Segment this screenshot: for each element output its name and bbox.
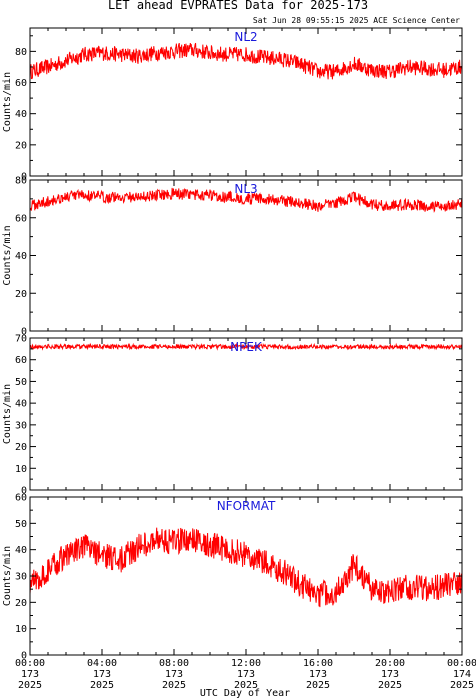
panel-nformat: 0 10 20 30 40 50 60 Counts/min NFORMAT [2, 493, 463, 662]
x-tick-time: 20:00 [375, 658, 405, 669]
y-tick-label: 40 [15, 545, 27, 556]
y-tick-label: 70 [15, 334, 27, 345]
y-tick-label: 60 [15, 493, 27, 504]
series-line-npek [30, 342, 462, 351]
x-tick-time: 00:00 [15, 658, 45, 669]
y-tick-label: 30 [15, 572, 27, 583]
panel-npek: 0 10 20 30 40 50 60 70 Counts/min NPEK [2, 334, 463, 497]
y-tick-label: 60 [15, 213, 27, 224]
panel-label: NFORMAT [217, 499, 276, 513]
panel-label: NL3 [234, 182, 257, 196]
x-tick-year: 2025 [234, 680, 258, 691]
x-tick-time: 16:00 [303, 658, 333, 669]
x-tick-year: 2025 [162, 680, 186, 691]
x-tick-day: 174 [453, 669, 471, 680]
y-axis-label: Counts/min [2, 72, 13, 132]
y-tick-label: 0 [21, 172, 27, 183]
y-tick-label: 40 [15, 399, 27, 410]
y-tick-label: 0 [21, 327, 27, 338]
x-tick-year: 2025 [90, 680, 114, 691]
figure-title: LET ahead EVPRATES Data for 2025-173 [108, 0, 368, 12]
panel-nl3: 0 20 40 60 80 Counts/min NL3 [2, 176, 463, 338]
panels: 0 20 40 60 80 Counts/min NL2 0 20 40 60 80 Counts/mi… [2, 27, 463, 662]
x-tick-year: 2025 [450, 680, 474, 691]
x-tick-labels: 00:00173202504:00173202508:00173202512:0… [15, 658, 476, 691]
x-tick-time: 08:00 [159, 658, 189, 669]
x-tick-day: 173 [309, 669, 327, 680]
y-tick-label: 20 [15, 442, 27, 453]
x-tick-day: 173 [165, 669, 183, 680]
y-tick-label: 20 [15, 598, 27, 609]
y-axis-label: Counts/min [2, 225, 13, 285]
x-tick-day: 173 [237, 669, 255, 680]
y-tick-label: 80 [15, 176, 27, 187]
x-axis-label: UTC Day of Year [200, 688, 290, 699]
y-tick-label: 80 [15, 47, 27, 58]
x-tick-day: 173 [93, 669, 111, 680]
x-tick-year: 2025 [378, 680, 402, 691]
y-tick-label: 0 [21, 486, 27, 497]
series-line-nl2 [30, 42, 462, 80]
x-tick-year: 2025 [306, 680, 330, 691]
y-tick-label: 50 [15, 519, 27, 530]
y-tick-label: 0 [21, 651, 27, 662]
series-line-nl3 [30, 187, 462, 213]
y-tick-label: 40 [15, 109, 27, 120]
y-tick-label: 60 [15, 78, 27, 89]
y-tick-label: 50 [15, 377, 27, 388]
y-tick-label: 10 [15, 624, 27, 635]
timestamp: Sat Jun 28 09:55:15 2025 ACE Science Cen… [253, 16, 460, 25]
plot-frame [29, 496, 463, 656]
x-tick-year: 2025 [18, 680, 42, 691]
plot-frame [29, 179, 463, 332]
panel-label: NL2 [234, 30, 257, 44]
y-tick-label: 40 [15, 251, 27, 262]
y-tick-label: 30 [15, 420, 27, 431]
x-tick-day: 173 [381, 669, 399, 680]
plot-frame [29, 337, 463, 491]
y-axis-label: Counts/min [2, 384, 13, 444]
y-tick-label: 20 [15, 140, 27, 151]
panel-label: NPEK [230, 340, 263, 354]
y-tick-label: 10 [15, 464, 27, 475]
y-axis-label: Counts/min [2, 546, 13, 606]
panel-nl2: 0 20 40 60 80 Counts/min NL2 [2, 27, 463, 183]
series-line-nformat [30, 527, 462, 608]
y-tick-label: 20 [15, 289, 27, 300]
y-tick-label: 60 [15, 355, 27, 366]
x-tick-time: 12:00 [231, 658, 261, 669]
x-tick-time: 04:00 [87, 658, 117, 669]
x-tick-time: 00:00 [447, 658, 476, 669]
x-tick-day: 173 [21, 669, 39, 680]
